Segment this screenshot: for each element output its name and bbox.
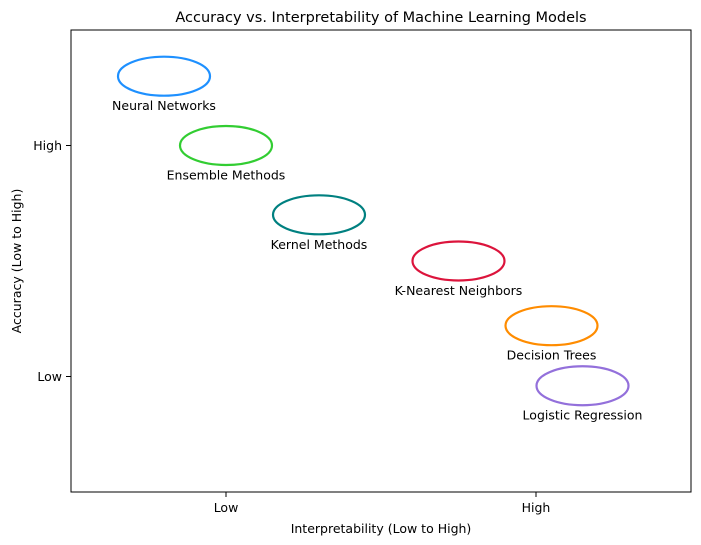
- point-label-logistic-regression: Logistic Regression: [523, 408, 643, 423]
- data-marks: [116, 55, 630, 407]
- y-tick-label: Low: [37, 369, 62, 384]
- chart-title: Accuracy vs. Interpretability of Machine…: [175, 10, 586, 26]
- point-decision-trees: [504, 305, 599, 347]
- point-label-neural-networks: Neural Networks: [112, 98, 216, 113]
- plot-area: [70, 29, 692, 493]
- point-label-kernel-methods: Kernel Methods: [271, 237, 368, 252]
- point-logistic-regression: [535, 365, 630, 407]
- point-label-ensemble-methods: Ensemble Methods: [167, 168, 286, 183]
- point-ensemble-methods: [178, 124, 274, 167]
- y-tick-label: High: [33, 138, 62, 153]
- point-k-nearest-neighbors: [411, 240, 506, 282]
- x-tick-label: Low: [214, 500, 239, 515]
- x-tick-label: High: [522, 500, 551, 515]
- point-kernel-methods: [271, 194, 367, 236]
- point-labels: Neural Networks Ensemble Methods Kernel Me…: [112, 98, 642, 423]
- y-axis-ticks: Low High: [33, 138, 71, 384]
- point-neural-networks: [116, 55, 212, 97]
- point-label-k-nearest-neighbors: K-Nearest Neighbors: [395, 283, 523, 298]
- y-axis-label: Accuracy (Low to High): [9, 189, 24, 334]
- point-label-decision-trees: Decision Trees: [507, 348, 597, 363]
- x-axis-ticks: Low High: [214, 492, 551, 515]
- x-axis-label: Interpretability (Low to High): [291, 521, 472, 536]
